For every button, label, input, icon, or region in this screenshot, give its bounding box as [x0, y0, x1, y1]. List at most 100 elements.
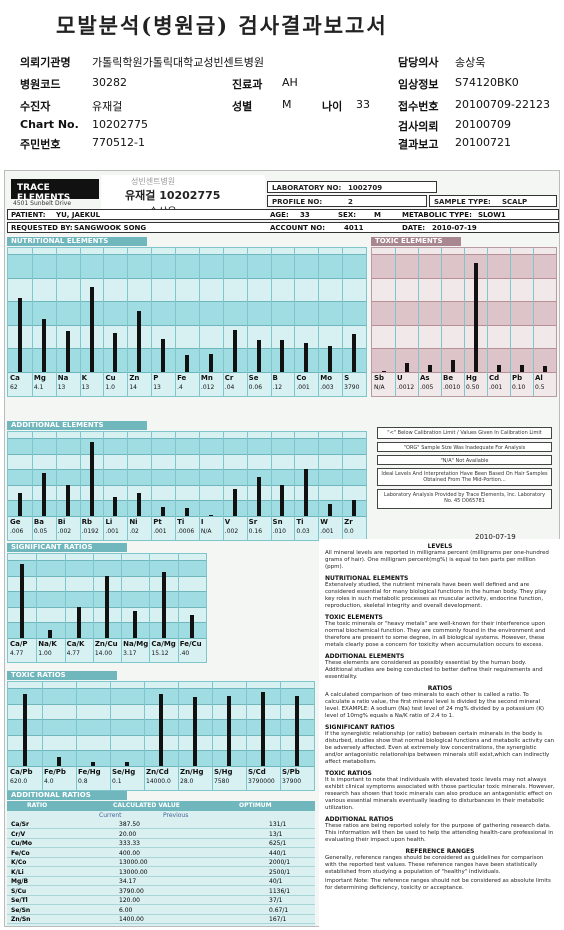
stamp-patient: 유재걸 10202775	[125, 189, 221, 202]
chart-band	[8, 254, 366, 278]
company-address: 4501 Sunbelt Drive	[13, 200, 72, 207]
chart-label: Ca	[10, 374, 20, 382]
chart-bar-fe-cu	[189, 614, 194, 638]
chart-label: Na/K	[38, 640, 57, 648]
chart-bar-mo	[328, 346, 333, 372]
chart-bar-k	[89, 287, 94, 372]
chart-label: Ca/Pb	[10, 768, 33, 776]
ratio-cell: Ca/Sr	[11, 821, 29, 828]
chart-column-divider	[280, 682, 281, 790]
optimum-cell: 13/1	[269, 830, 283, 838]
ssn-label: 주민번호	[20, 138, 61, 151]
chart-bar-zn-cu	[105, 575, 109, 638]
current-cell: 1400.00	[119, 916, 144, 923]
optimum-cell: 625/1	[269, 840, 287, 847]
chart-column-divider	[76, 682, 77, 790]
chart-label: K	[81, 374, 88, 382]
chart-value: .001	[153, 528, 167, 535]
chart-column-divider	[418, 248, 419, 396]
chart-column-divider	[222, 248, 224, 396]
chart-bar-fe-pb	[57, 756, 61, 766]
chart-label: Hg	[466, 374, 477, 382]
chart-value: .40	[179, 650, 190, 657]
chart-value: .0192	[81, 528, 99, 535]
chart-value: .002	[57, 528, 72, 535]
current-cell: 6.00	[119, 906, 133, 914]
chart-label: Se	[248, 374, 259, 382]
chart-bar-zn-cd	[159, 694, 163, 766]
chart-value: 0.03	[296, 528, 310, 535]
chart-value: 0.50	[466, 384, 480, 391]
chart-column-divider	[149, 554, 151, 662]
legend-toxr-text: It is important to note that individuals…	[325, 777, 555, 811]
chart-column-divider	[318, 248, 320, 396]
legend-levels-title: LEVELS	[427, 543, 453, 550]
chart-value: 3790	[344, 384, 360, 391]
chart-bar-hg	[473, 263, 478, 372]
current-cell: 34.17	[119, 878, 137, 885]
nutritional-header: NUTRITIONAL ELEMENTS	[7, 237, 147, 246]
table-row: Cr/V 20.00 13/1	[7, 830, 315, 839]
name-label: 수진자	[20, 100, 51, 113]
key-ideal: Ideal Levels And Interpretation Have Bee…	[377, 468, 552, 486]
chart-value: 1.0	[105, 384, 115, 391]
report-title: 모발분석(병원급) 검사결과보고서	[56, 13, 388, 38]
chart-column-divider	[64, 554, 66, 662]
chart-column-divider	[151, 248, 153, 396]
optimum-cell: 0.67/1	[269, 906, 289, 914]
requested-row: REQUESTED BY: SANGWOOK SONG ACCOUNT NO: …	[7, 222, 559, 233]
legend-sig-title: SIGNIFICANT RATIOS	[325, 724, 395, 731]
chart-bar-be	[450, 360, 455, 372]
chart-column-divider	[270, 432, 272, 540]
chart-gridline	[8, 469, 366, 471]
chart-bar-s	[352, 334, 357, 372]
chart-value: 15.12	[151, 650, 169, 657]
table-row: Se/Tl 120.00 37/1	[7, 896, 315, 905]
ratio-cell: S/Cu	[11, 887, 27, 895]
chart-bar-ca-mg	[161, 571, 166, 638]
chart-bar-rb	[89, 441, 94, 516]
clinic-value: S74120BK0	[455, 76, 519, 89]
toxic-ratios-chart: Ca/Pb 620.0 Fe/Pb 4.0 Fe/Hg 0.8 Se/Hg 0.1 Zn/Cd 1…	[7, 681, 315, 791]
current-cell: 120.00	[119, 897, 140, 904]
chart-gridline	[8, 500, 366, 502]
chart-label: Be	[443, 374, 454, 382]
current-subheader: Current	[99, 812, 122, 819]
chart-value: N/A	[200, 528, 212, 535]
legend-tox-text: The toxic minerals or "heavy metals" are…	[325, 621, 546, 648]
table-row: Cu/Mo 333.33 625/1	[7, 839, 315, 848]
code-value: 30282	[92, 76, 127, 89]
stamp-hospital: 성빈센트병원	[131, 177, 176, 186]
additional-ratios-header: ADDITIONAL RATIOS	[7, 791, 127, 800]
additional-chart: Ge .006 Ba 0.05 Bi .002 Rb .0192 Li .001 Ni .02 Pt .0…	[7, 431, 367, 541]
current-cell: 20.00	[119, 830, 137, 838]
chart-label: Pb	[512, 374, 523, 382]
chart-value: 620.0	[10, 778, 28, 785]
chart-value: 62	[10, 384, 18, 391]
legend-toxr-title: TOXIC RATIOS	[325, 770, 372, 777]
result-label: 결과보고	[398, 138, 439, 151]
chart-value: .010	[272, 528, 286, 535]
chart-label: P	[153, 374, 159, 382]
current-cell: 13000.00	[119, 859, 148, 866]
chart-label: Al	[535, 374, 543, 382]
current-cell: 3790.00	[119, 887, 144, 895]
significant-chart: Ca/P 4.77 Na/K 1.00 Ca/K 4.77 Zn/Cu 14.00 Na/Mg 3…	[7, 553, 207, 663]
chart-label: I	[200, 518, 204, 526]
chart-bar-mg	[41, 318, 46, 372]
chart-value: 1.00	[38, 650, 52, 657]
chart-label: Ca/P	[10, 640, 28, 648]
chart-value: 0.06	[248, 384, 263, 391]
table-row: Fe/Co 400.00 440/1	[7, 849, 315, 858]
chart-value: 13	[81, 384, 90, 391]
chart-value: .0006	[177, 528, 195, 535]
chart-column-divider	[127, 248, 129, 396]
chart-column-divider	[55, 248, 57, 396]
chart-value: .003	[320, 384, 334, 391]
trace-elements-logo: TRACE ELEMENTS	[11, 179, 99, 203]
lab-no-box: LABORATORY NO: 1002709	[267, 181, 437, 193]
chart-bar-ge	[17, 492, 22, 516]
chart-bar-cr	[232, 329, 237, 372]
chart-label: Ni	[129, 518, 138, 526]
current-cell: 13000.00	[119, 868, 148, 876]
